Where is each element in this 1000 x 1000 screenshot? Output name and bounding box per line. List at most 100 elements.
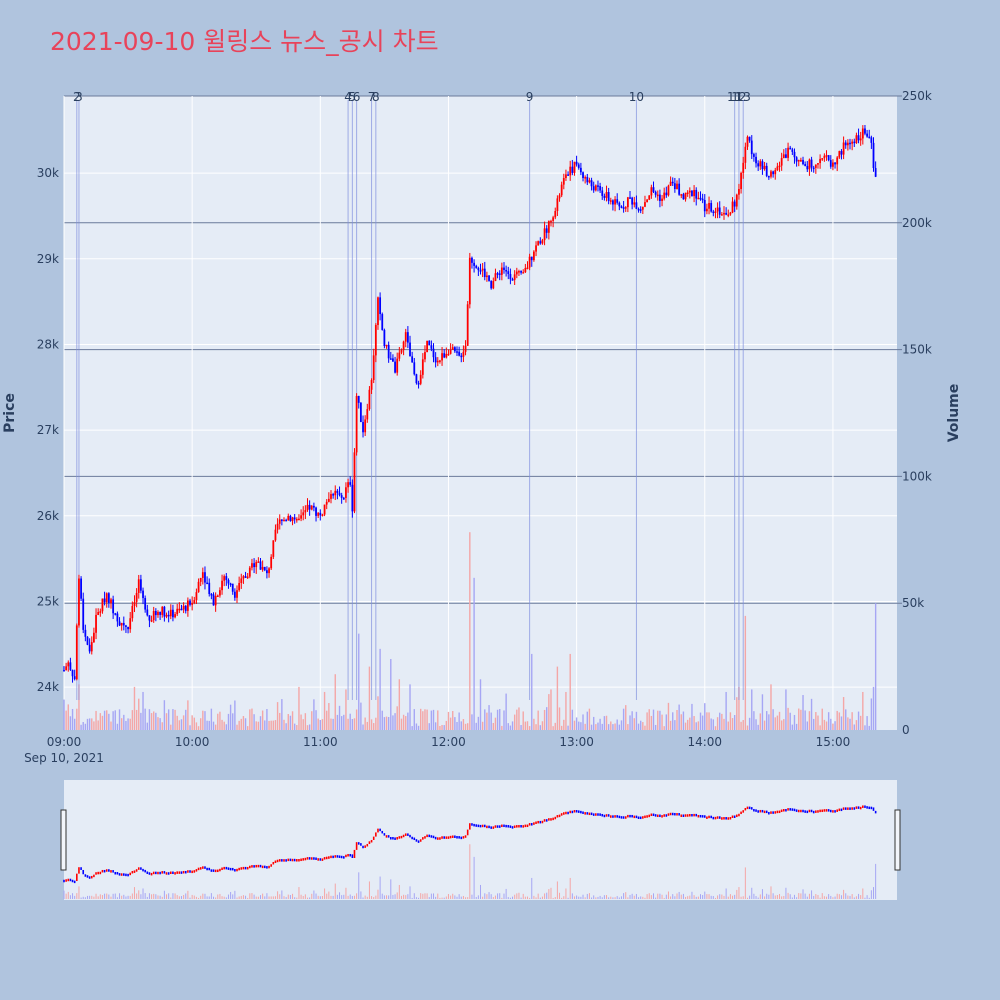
candle-body <box>872 142 875 169</box>
volume-bar <box>800 709 802 730</box>
slider-volume-bar <box>804 893 806 899</box>
slider-candle <box>665 814 668 817</box>
volume-bar <box>808 711 811 730</box>
slider-volume-bar <box>559 892 561 899</box>
slider-candle <box>441 836 443 839</box>
slider-volume-bar <box>373 897 375 899</box>
range-slider[interactable] <box>60 780 901 900</box>
slider-volume-bar <box>742 896 744 899</box>
slider-candle <box>407 833 409 836</box>
volume-bar <box>627 724 629 730</box>
slider-candle <box>580 810 582 814</box>
candle-body <box>417 383 420 385</box>
slider-candle <box>708 815 710 819</box>
slider-volume-bar <box>836 893 838 899</box>
slider-volume-bar <box>467 897 469 899</box>
volume-bar <box>851 712 853 730</box>
slider-volume-bar <box>584 897 586 899</box>
volume-bar <box>351 719 354 730</box>
volume-bar <box>379 648 381 730</box>
slider-volume-bar <box>845 893 847 899</box>
slider-candle <box>744 807 747 811</box>
volume-bar <box>274 720 277 730</box>
volume-bar <box>610 721 612 730</box>
slider-candle <box>797 809 800 813</box>
volume-bar <box>285 723 287 730</box>
candle-body <box>571 166 574 173</box>
slider-candle <box>815 810 817 813</box>
slider-candle <box>334 855 337 858</box>
slider-volume-bar <box>706 894 708 899</box>
price-tick-label: 29k <box>37 252 59 266</box>
candle-body <box>466 304 469 346</box>
slider-candle <box>782 809 785 812</box>
volume-bar <box>520 725 522 730</box>
slider-candle <box>793 808 796 812</box>
slider-volume-bar <box>69 895 71 899</box>
candle-body <box>522 272 525 274</box>
volume-bar <box>334 674 336 730</box>
slider-volume-bar <box>452 893 454 899</box>
candle-body <box>204 572 206 583</box>
slider-volume-bar <box>465 897 467 899</box>
candle-body <box>174 614 176 618</box>
slider-candle <box>101 869 104 873</box>
volume-bar <box>625 705 627 730</box>
candle-body <box>804 164 807 166</box>
candle-body <box>797 159 800 162</box>
slider-candle <box>287 858 290 862</box>
slider-volume-bar <box>524 896 526 899</box>
range-slider-right-handle[interactable] <box>894 809 901 871</box>
volume-bar <box>174 709 176 730</box>
slider-volume-bar <box>714 897 716 899</box>
slider-candle <box>757 810 759 813</box>
volume-bar <box>582 714 584 730</box>
candle-body <box>720 214 723 216</box>
slider-candle <box>372 836 375 840</box>
slider-candle <box>539 820 542 824</box>
volume-bar <box>86 718 89 730</box>
slider-volume-bar <box>678 891 680 899</box>
candle-body <box>712 211 715 214</box>
volume-bar <box>603 716 606 730</box>
slider-candle <box>481 824 484 828</box>
time-tick-label: 15:00 <box>816 735 851 749</box>
range-slider-left-handle[interactable] <box>60 809 67 871</box>
slider-volume-bar <box>232 894 234 899</box>
volume-bar <box>637 723 640 730</box>
slider-volume-bar <box>91 895 93 899</box>
time-tick-label: 14:00 <box>687 735 722 749</box>
volume-bar <box>714 726 717 730</box>
slider-candle <box>864 805 866 808</box>
slider-volume-bar <box>255 896 257 899</box>
volume-bar <box>449 717 452 730</box>
slider-candle <box>601 813 604 817</box>
slider-volume-bar <box>415 897 417 899</box>
candle-body <box>394 361 396 373</box>
slider-volume-bar <box>349 894 351 899</box>
volume-bar <box>691 703 693 730</box>
slider-candle <box>590 812 593 816</box>
volume-bar <box>701 715 704 730</box>
candle-body <box>415 374 418 384</box>
slider-volume-bar <box>853 897 855 899</box>
candle-body <box>95 614 97 633</box>
slider-volume-bar <box>161 896 163 899</box>
candle-body <box>838 151 841 158</box>
slider-volume-bar <box>749 895 751 899</box>
slider-candle <box>727 817 730 820</box>
slider-candle <box>706 816 708 819</box>
slider-volume-bar <box>661 894 663 899</box>
slider-candle <box>103 869 106 873</box>
slider-volume-bar <box>279 894 281 899</box>
candle-body <box>836 157 839 165</box>
slider-candle <box>144 869 146 873</box>
slider-candle <box>844 807 847 810</box>
slider-volume-bar <box>723 895 725 899</box>
candle-body <box>855 135 858 144</box>
candle-body <box>195 592 198 601</box>
volume-bar <box>377 696 379 730</box>
slider-volume-bar <box>497 893 499 899</box>
slider-candle <box>855 806 858 809</box>
slider-volume-bar <box>371 896 373 899</box>
